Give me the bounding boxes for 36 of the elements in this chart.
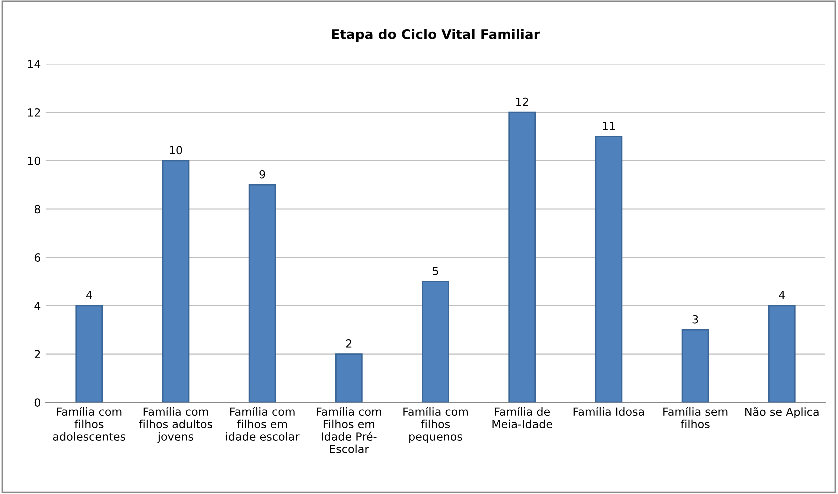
y-tick-label: 10	[28, 156, 40, 166]
y-tick-label: 12	[28, 108, 40, 117]
data-label: 3	[692, 315, 698, 324]
data-label: 9	[260, 170, 266, 179]
y-tick-label: 2	[34, 350, 40, 358]
data-label: 10	[170, 146, 182, 155]
bar	[508, 112, 536, 403]
x-tick-label: Família sem filhos	[664, 407, 728, 429]
data-label: 4	[86, 291, 92, 300]
y-tick-label: 14	[28, 60, 41, 68]
x-tick-label: Família com filhos adultos jovens	[139, 407, 213, 444]
bar	[76, 305, 104, 403]
data-label: 4	[779, 291, 786, 300]
y-tick-label: 8	[34, 205, 40, 214]
data-label: 2	[346, 340, 352, 348]
bar	[595, 136, 623, 403]
data-label: 12	[516, 98, 528, 106]
x-tick-label: Família com filhos pequenos	[404, 407, 468, 444]
x-tick-label: Família com filhos em idade escolar	[226, 407, 300, 441]
chart-title: Etapa do Ciclo Vital Familiar	[332, 29, 540, 42]
bar	[335, 354, 363, 403]
x-tick-label: Família com Filhos em Idade Pré- Escolar	[317, 407, 382, 454]
x-tick-label: Não se Aplica	[746, 407, 819, 418]
bar	[248, 184, 276, 403]
x-tick-label: Família com filhos adolescentes	[53, 407, 126, 441]
bar	[768, 305, 796, 403]
y-tick-label: 0	[34, 398, 40, 407]
bar	[422, 281, 450, 403]
data-label: 5	[433, 267, 438, 276]
y-tick-label: 6	[34, 254, 41, 262]
data-label: 11	[603, 122, 615, 130]
x-tick-label: Família Idosa	[574, 407, 644, 416]
x-tick-label: Família de Meia-Idade	[492, 407, 552, 429]
y-tick-label: 4	[34, 302, 41, 310]
bar	[682, 329, 710, 403]
bar	[162, 160, 190, 403]
